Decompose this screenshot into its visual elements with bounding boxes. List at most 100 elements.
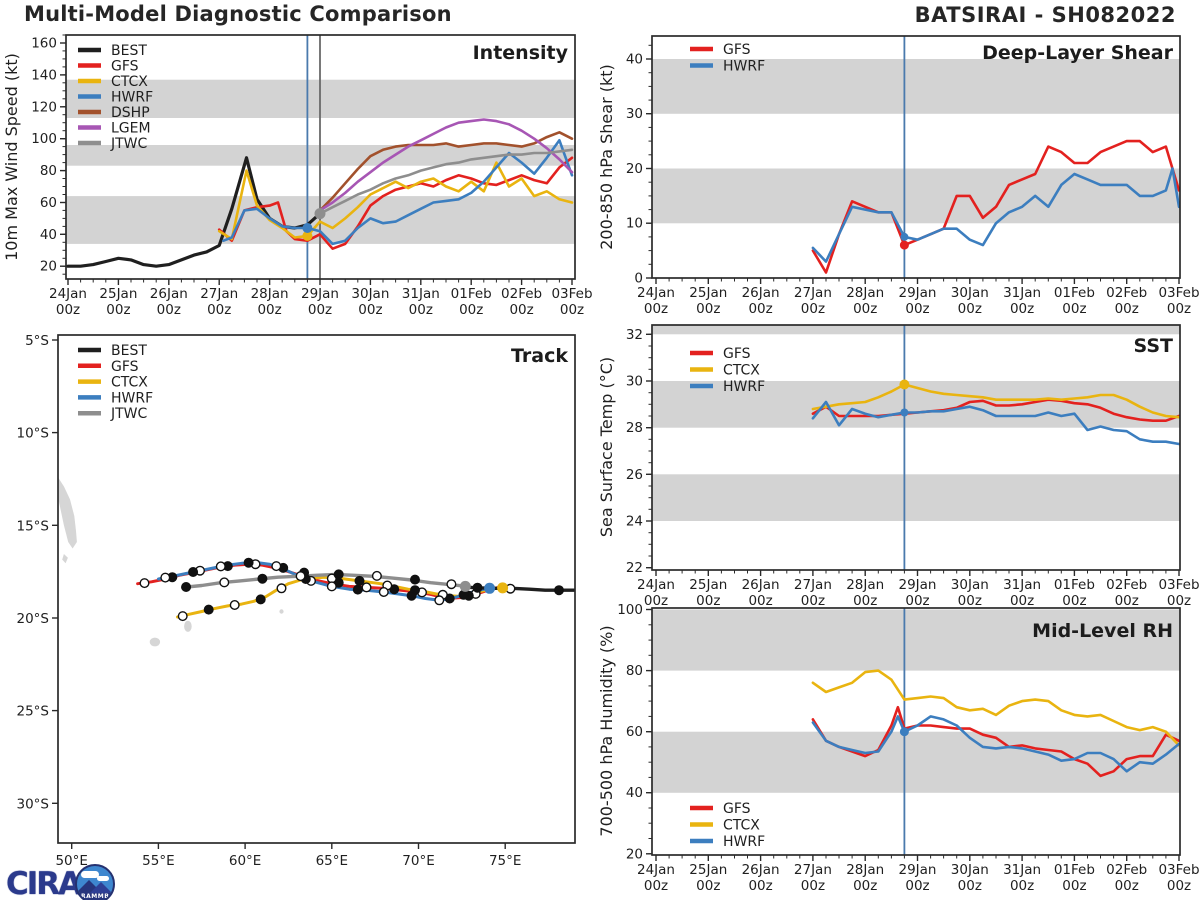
sst-y-axis-label: Sea Surface Temp (°C) bbox=[597, 357, 616, 537]
x-tick-label: 26Jan bbox=[150, 286, 188, 302]
x-tick-label-hour: 00z bbox=[106, 302, 130, 318]
x-tick-label: 29Jan bbox=[899, 577, 937, 593]
shear-x-axis: 24Jan00z25Jan00z26Jan00z27Jan00z28Jan00z… bbox=[637, 278, 1200, 317]
legend-item-CTCX: CTCX bbox=[690, 818, 760, 834]
track-fix-marker bbox=[271, 561, 282, 572]
x-tick-label: 24Jan bbox=[637, 577, 675, 593]
track-panel: 5°S 10°S 15°S 20°S 25°S 30°S 50°E 55°E 60°E 65°E 7… bbox=[17, 333, 576, 869]
x-tick-label: 25Jan bbox=[689, 862, 727, 878]
x-tick-label-hour: 00z bbox=[509, 302, 533, 318]
y-tick-label: 0 bbox=[634, 271, 643, 287]
track-fix-marker bbox=[181, 582, 192, 593]
x-tick-label-hour: 00z bbox=[1115, 301, 1139, 317]
shear-series-HWRF bbox=[811, 167, 1181, 263]
x-tick-label-hour: 00z bbox=[905, 878, 929, 894]
landmass bbox=[62, 554, 68, 564]
x-tick-label-hour: 00z bbox=[801, 593, 825, 609]
island-mauritius bbox=[184, 620, 192, 632]
x-tick-label: 02Feb bbox=[1106, 285, 1147, 301]
y-tick-label: 40 bbox=[40, 227, 57, 243]
track-line-JTWC bbox=[180, 572, 470, 590]
x-tick-label-hour: 00z bbox=[1010, 878, 1034, 894]
shear-frame bbox=[651, 35, 1181, 279]
legend-label-CTCX: CTCX bbox=[723, 363, 760, 379]
track-fix-marker bbox=[203, 604, 214, 615]
legend-item-HWRF: HWRF bbox=[690, 59, 765, 75]
sst-frame bbox=[651, 324, 1181, 571]
y-tick-label: 26 bbox=[626, 467, 643, 483]
shear-marker-HWRF bbox=[900, 232, 909, 241]
legend-item-CTCX: CTCX bbox=[78, 375, 148, 391]
track-fix-marker bbox=[229, 600, 240, 611]
track-fix-marker bbox=[446, 579, 457, 590]
intensity-series-LGEM bbox=[318, 118, 574, 212]
intensity-series-JTWC bbox=[318, 148, 574, 215]
sst-x-axis: 24Jan00z25Jan00z26Jan00z27Jan00z28Jan00z… bbox=[637, 570, 1200, 609]
x-tick-label: 24Jan bbox=[637, 862, 675, 878]
x-tick-label-hour: 00z bbox=[1010, 593, 1034, 609]
x-tick-label: 01Feb bbox=[451, 286, 492, 302]
legend-item-BEST: BEST bbox=[78, 343, 147, 359]
x-tick-label: 03Feb bbox=[551, 286, 592, 302]
legend-item-CTCX: CTCX bbox=[78, 74, 148, 90]
legend-label-HWRF: HWRF bbox=[111, 90, 153, 106]
x-tick-label: 29Jan bbox=[301, 286, 339, 302]
x-tick-label-hour: 00z bbox=[1115, 878, 1139, 894]
lon-tick-label: 70°E bbox=[402, 853, 434, 869]
x-tick-label: 02Feb bbox=[1106, 577, 1147, 593]
x-tick-label-hour: 00z bbox=[801, 301, 825, 317]
x-tick-label: 31Jan bbox=[1003, 577, 1041, 593]
sst-panel-label: SST bbox=[1134, 335, 1174, 357]
legend-label-GFS: GFS bbox=[111, 359, 139, 375]
legend-item-DSHP: DSHP bbox=[78, 105, 150, 121]
x-tick-label-hour: 00z bbox=[257, 302, 281, 318]
legend-item-GFS: GFS bbox=[78, 59, 139, 75]
x-tick-label-hour: 00z bbox=[459, 302, 483, 318]
track-fix-marker bbox=[371, 570, 382, 581]
y-tick-label: 22 bbox=[626, 560, 643, 576]
legend-item-JTWC: JTWC bbox=[78, 406, 148, 422]
x-tick-label-hour: 00z bbox=[696, 301, 720, 317]
intensity-panel-label: Intensity bbox=[473, 42, 569, 64]
cira-logo-text: CIRA bbox=[6, 865, 82, 900]
x-tick-label: 27Jan bbox=[794, 862, 832, 878]
legend-label-JTWC: JTWC bbox=[110, 136, 148, 152]
x-tick-label-hour: 00z bbox=[853, 593, 877, 609]
x-tick-label: 29Jan bbox=[899, 862, 937, 878]
x-tick-label-hour: 00z bbox=[696, 593, 720, 609]
intensity-y-axis-label: 10m Max Wind Speed (kt) bbox=[2, 53, 21, 261]
legend-label-DSHP: DSHP bbox=[111, 105, 150, 121]
track-panel-label: Track bbox=[511, 345, 568, 367]
intensity-marker-JTWC bbox=[314, 208, 326, 220]
init-position-JTWC bbox=[459, 580, 471, 592]
track-fix-marker bbox=[139, 578, 150, 589]
y-tick-label: 24 bbox=[626, 514, 643, 530]
sst-series-CTCX bbox=[811, 383, 1181, 419]
track-fix-marker bbox=[219, 577, 230, 588]
x-tick-label-hour: 00z bbox=[958, 878, 982, 894]
x-tick-label-hour: 00z bbox=[1062, 301, 1086, 317]
rh-y-axis: 20 40 60 80 100 bbox=[617, 602, 652, 862]
intensity-panel: 24Jan00z25Jan00z26Jan00z27Jan00z28Jan00z… bbox=[2, 34, 593, 318]
x-tick-label-hour: 00z bbox=[748, 878, 772, 894]
intensity-y-axis: 20 40 60 80 100 120 140 160 bbox=[31, 34, 66, 275]
legend-label-HWRF: HWRF bbox=[723, 379, 765, 395]
sst-marker-HWRF bbox=[900, 408, 909, 417]
x-tick-label-hour: 00z bbox=[958, 593, 982, 609]
x-tick-label: 30Jan bbox=[951, 285, 989, 301]
legend-label-BEST: BEST bbox=[111, 343, 147, 359]
y-tick-label: 20 bbox=[40, 259, 57, 275]
legend-label-GFS: GFS bbox=[723, 801, 751, 817]
legend-label-CTCX: CTCX bbox=[111, 74, 148, 90]
lat-tick-label: 5°S bbox=[25, 333, 49, 349]
x-tick-label-hour: 00z bbox=[1115, 593, 1139, 609]
y-tick-label: 100 bbox=[31, 131, 57, 147]
x-tick-label: 01Feb bbox=[1054, 862, 1095, 878]
x-tick-label-hour: 00z bbox=[905, 301, 929, 317]
storm-id-title: BATSIRAI - SH082022 bbox=[914, 3, 1176, 27]
legend-label-HWRF: HWRF bbox=[111, 390, 153, 406]
